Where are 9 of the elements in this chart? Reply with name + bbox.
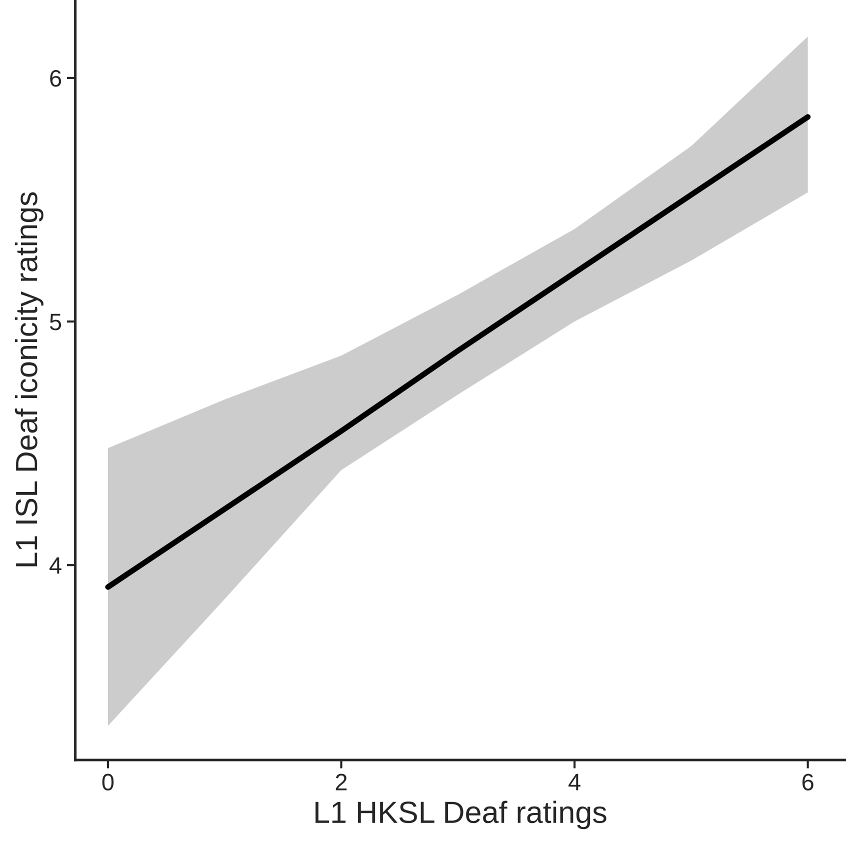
y-tick-label: 6 (50, 70, 62, 87)
y-tick-label: 4 (50, 557, 62, 574)
x-tick-label: 0 (102, 774, 114, 790)
x-axis-title: L1 HKSL Deaf ratings (316, 800, 606, 830)
x-tick-label: 6 (802, 774, 814, 790)
x-tick-label: 4 (568, 774, 580, 790)
y-axis-title: L1 ISL Deaf iconicity ratings (14, 192, 44, 566)
x-tick-label: 2 (336, 774, 347, 790)
y-tick-label: 5 (50, 314, 62, 330)
